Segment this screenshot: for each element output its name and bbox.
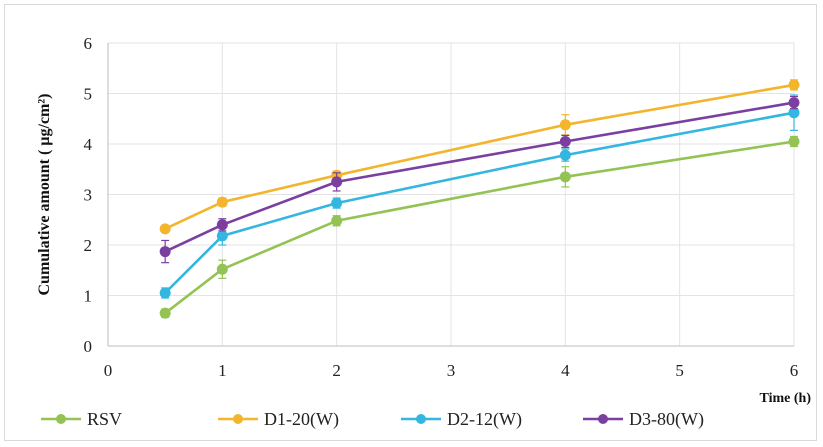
legend-item: D1-20(W) (218, 409, 339, 430)
x-tick-label: 2 (332, 361, 341, 380)
data-point (216, 263, 228, 275)
data-point (159, 307, 171, 319)
chart-frame: 0 1 2 3 4 5 6 0 1 2 3 4 5 6 Cumulative amount ( µg/cm… (4, 4, 817, 441)
data-point (331, 176, 343, 188)
legend-item: D3-80(W) (583, 409, 704, 430)
y-tick-label: 4 (84, 135, 93, 154)
legend-swatch-marker (56, 414, 66, 424)
data-point (559, 171, 571, 183)
y-tick-label: 3 (84, 186, 93, 205)
legend-swatch-marker (416, 414, 426, 424)
y-axis-title: Cumulative amount ( µg/cm²) (36, 94, 53, 296)
legend-swatch-marker (598, 414, 608, 424)
x-tick-label: 1 (218, 361, 227, 380)
y-tick-label: 1 (84, 287, 93, 306)
data-point (788, 135, 800, 147)
data-point (331, 197, 343, 209)
data-point (159, 223, 171, 235)
series-line (164, 101, 795, 253)
x-tick-label: 5 (675, 361, 684, 380)
y-tick-label: 2 (84, 236, 93, 255)
data-point (331, 215, 343, 227)
y-tick-label: 0 (84, 337, 93, 356)
data-point (216, 219, 228, 231)
series-line (164, 111, 795, 294)
legend-item: D2-12(W) (401, 409, 522, 430)
x-tick-label: 3 (447, 361, 456, 380)
tick-labels: 0 1 2 3 4 5 6 0 1 2 3 4 5 6 (84, 34, 799, 380)
legend-item: RSV (41, 409, 122, 429)
data-point (559, 135, 571, 147)
data-point (788, 107, 800, 119)
data-point (216, 230, 228, 242)
legend-swatch-marker (233, 414, 243, 424)
series-layer (159, 79, 800, 319)
x-tick-label: 0 (104, 361, 113, 380)
axes (107, 43, 794, 347)
x-axis-title: Time (h) (760, 391, 812, 406)
series-D3-80(W) (159, 95, 800, 264)
series-D2-12(W) (159, 94, 800, 299)
y-tick-label: 5 (84, 85, 93, 104)
legend-label: RSV (87, 409, 122, 429)
data-point (159, 246, 171, 258)
data-point (788, 97, 800, 109)
legend-label: D2-12(W) (447, 409, 522, 430)
data-point (159, 287, 171, 299)
data-point (559, 119, 571, 131)
line-chart: 0 1 2 3 4 5 6 0 1 2 3 4 5 6 Cumulative amount ( µg/cm… (36, 34, 812, 430)
x-tick-label: 6 (790, 361, 799, 380)
legend-label: D1-20(W) (264, 409, 339, 430)
y-tick-label: 6 (84, 34, 93, 53)
series-RSV (159, 135, 800, 319)
gridlines (108, 42, 795, 346)
x-tick-label: 4 (561, 361, 570, 380)
data-point (559, 149, 571, 161)
series-line (164, 140, 795, 315)
data-point (788, 79, 800, 91)
legend-label: D3-80(W) (629, 409, 704, 430)
legend: RSV D1-20(W) D2-12(W) D3-80(W) (41, 409, 704, 430)
data-point (216, 196, 228, 208)
